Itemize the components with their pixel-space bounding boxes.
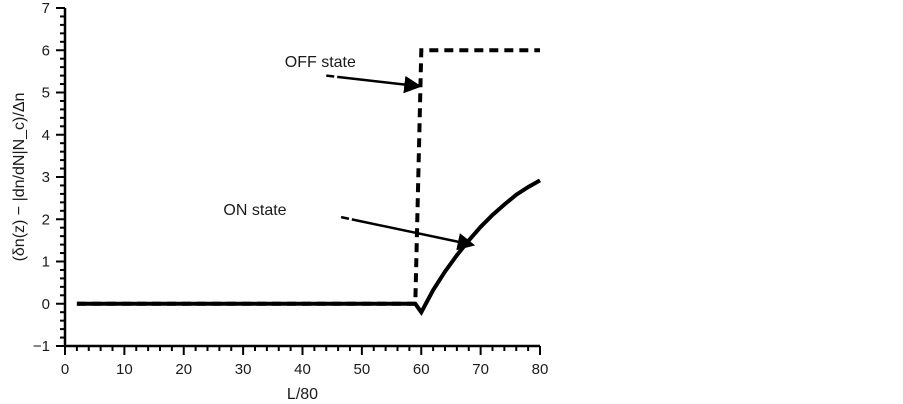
annotation-label-on-state: ON state [223, 202, 286, 219]
x-tick-label: 80 [532, 361, 549, 378]
series-line-on-state [76, 178, 541, 316]
y-tick-label: −1 [33, 338, 50, 355]
x-tick-label: 60 [413, 361, 430, 378]
series-group [76, 48, 541, 316]
annotation-label-off-state: OFF state [285, 54, 356, 71]
y-tick-label: 0 [42, 296, 50, 313]
y-tick-label: 7 [42, 0, 50, 17]
annotation-arrow-on-state [340, 215, 476, 251]
series-line-off-state [76, 48, 540, 306]
y-tick-label: 1 [42, 254, 50, 271]
annotations: OFF state ON state [223, 54, 476, 251]
x-tick-label: 50 [354, 361, 371, 378]
y-tick-label: 6 [42, 42, 50, 59]
x-tick-label: 70 [472, 361, 489, 378]
x-tick-label: 10 [116, 361, 133, 378]
x-tick-label: 20 [175, 361, 192, 378]
y-tick-label: 3 [42, 169, 50, 186]
annotation-arrow-off-state [326, 74, 422, 94]
x-tick-label: 40 [294, 361, 311, 378]
y-tick-label: 5 [42, 85, 50, 102]
x-tick-label: 0 [61, 361, 69, 378]
y-tick-label: 4 [42, 127, 50, 144]
y-tick-label: 2 [42, 211, 50, 228]
x-axis-label: L/80 [287, 386, 318, 403]
y-axis-label: (δn(z) − |dn/dN|N_c)/Δn [11, 93, 28, 262]
axes: 0 10 20 30 40 50 60 70 80 −1 0 1 2 3 4 5 6 7 [33, 0, 548, 378]
x-tick-label: 30 [235, 361, 252, 378]
